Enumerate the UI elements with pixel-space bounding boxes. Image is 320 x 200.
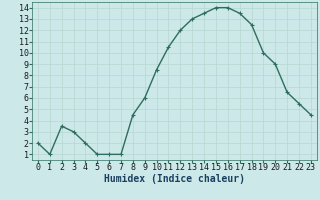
X-axis label: Humidex (Indice chaleur): Humidex (Indice chaleur)	[104, 174, 245, 184]
